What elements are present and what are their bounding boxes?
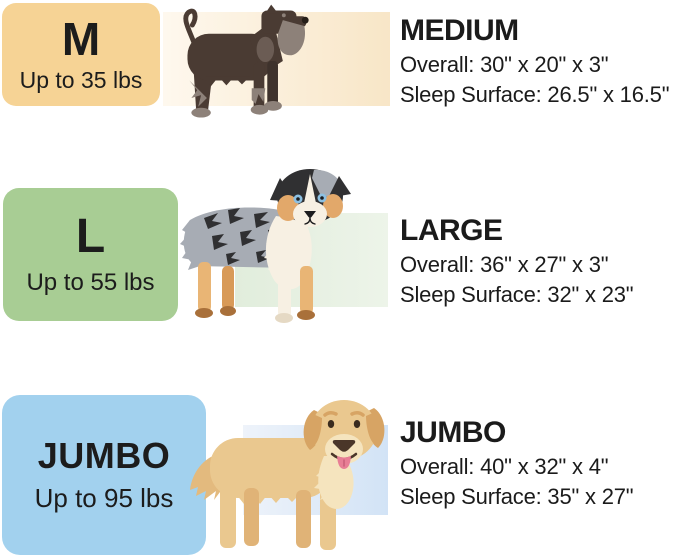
miniature-schnauzer-dog-icon	[168, 4, 314, 122]
australian-shepherd-dog-icon	[176, 166, 352, 324]
size-name-heading: LARGE	[400, 214, 503, 247]
sleep-surface-dimensions: Sleep Surface: 26.5" x 16.5"	[400, 82, 670, 107]
golden-retriever-dog-icon	[184, 396, 390, 556]
size-name-heading: JUMBO	[400, 416, 506, 449]
size-letter: L	[75, 209, 106, 263]
size-letter: JUMBO	[37, 435, 171, 477]
size-name-heading: MEDIUM	[400, 14, 519, 47]
overall-dimensions: Overall: 30" x 20" x 3"	[400, 52, 609, 77]
size-badge-card: JUMBO Up to 95 lbs	[2, 395, 206, 555]
size-letter: M	[61, 12, 101, 65]
size-info-jumbo: JUMBO Overall: 40" x 32" x 4" Sleep Surf…	[400, 414, 679, 512]
size-badge-card: M Up to 35 lbs	[2, 3, 160, 106]
size-info-large: LARGE Overall: 36" x 27" x 3" Sleep Surf…	[400, 212, 679, 310]
sleep-surface-dimensions: Sleep Surface: 32" x 23"	[400, 282, 634, 307]
overall-dimensions: Overall: 36" x 27" x 3"	[400, 252, 609, 277]
weight-limit-label: Up to 35 lbs	[19, 66, 143, 93]
size-info-medium: MEDIUM Overall: 30" x 20" x 3" Sleep Sur…	[400, 12, 679, 110]
overall-dimensions: Overall: 40" x 32" x 4"	[400, 454, 609, 479]
size-badge-card: L Up to 55 lbs	[3, 188, 178, 321]
weight-limit-label: Up to 55 lbs	[26, 268, 155, 296]
weight-limit-label: Up to 95 lbs	[34, 482, 174, 513]
sleep-surface-dimensions: Sleep Surface: 35" x 27"	[400, 484, 634, 509]
